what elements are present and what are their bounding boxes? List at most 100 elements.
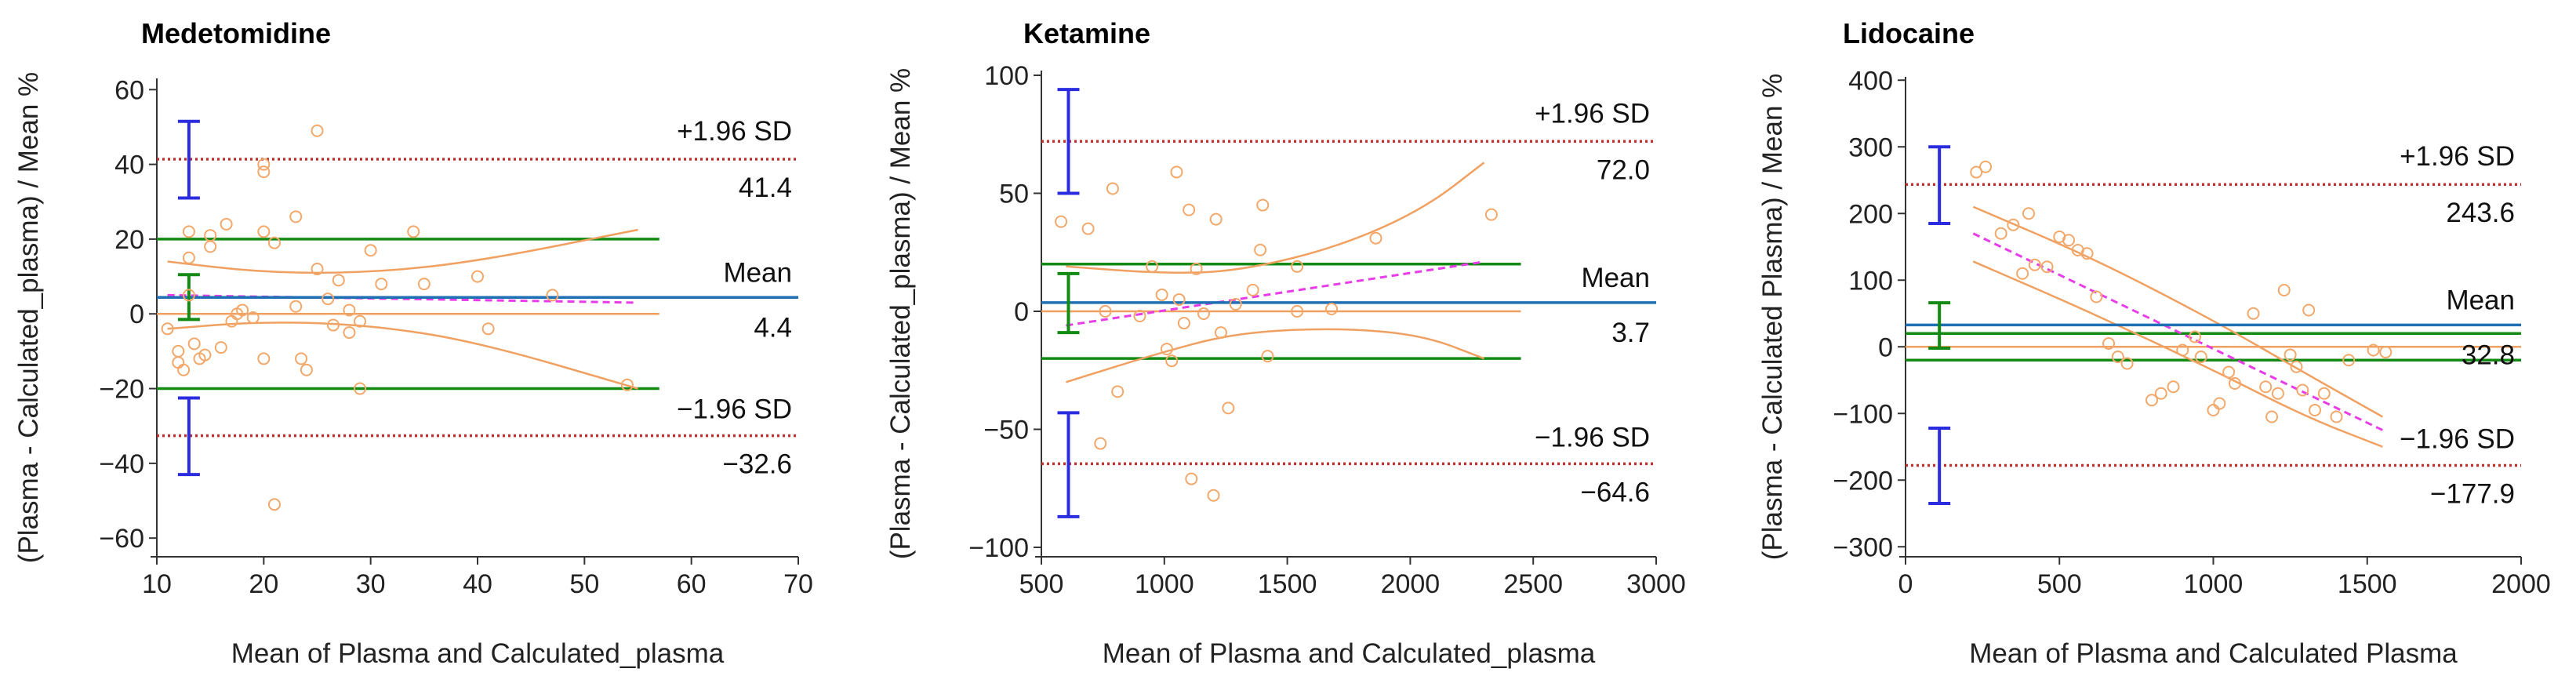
chart-0-data-point bbox=[295, 352, 308, 365]
chart-0-ci-band-lower bbox=[167, 322, 638, 390]
chart-1-ci-band-lower bbox=[1065, 328, 1484, 383]
chart-0-x-tick-label: 30 bbox=[356, 569, 386, 599]
chart-0-x-tick-label: 70 bbox=[783, 569, 813, 599]
chart-1-x-tick-label: 3000 bbox=[1626, 569, 1686, 599]
chart-0-data-point bbox=[354, 314, 367, 328]
chart-0-y-tick-label: 60 bbox=[114, 75, 144, 105]
chart-2-data-point bbox=[2145, 394, 2158, 407]
chart-0-data-point bbox=[289, 300, 303, 313]
chart-1-x-tick-label: 2000 bbox=[1381, 569, 1441, 599]
chart-1-data-point bbox=[1291, 260, 1304, 273]
chart-2-data-point bbox=[2154, 387, 2167, 400]
chart-1-data-point bbox=[1484, 208, 1498, 221]
chart-2-lower-label: −1.96 SD bbox=[2400, 423, 2515, 454]
chart-2-data-point bbox=[2194, 351, 2207, 363]
chart-1-data-point bbox=[1172, 292, 1186, 306]
chart-0-regression-line bbox=[167, 293, 638, 304]
chart-0-data-point bbox=[204, 229, 217, 242]
chart-2-x-tick-label: 1500 bbox=[2338, 569, 2397, 599]
chart-2-data-point bbox=[2317, 387, 2331, 400]
chart-1-data-point bbox=[1185, 472, 1198, 485]
chart-1-data-point bbox=[1170, 165, 1183, 179]
chart-0-lower-value-text: −32.6 bbox=[722, 449, 792, 480]
chart-2-data-point bbox=[2222, 365, 2236, 379]
chart-0-y-tick-label: 40 bbox=[114, 151, 144, 180]
chart-2-x-tick-label: 1000 bbox=[2184, 569, 2244, 599]
chart-0-data-point bbox=[322, 292, 335, 306]
chart-1-data-point bbox=[1261, 350, 1274, 363]
chart-2-mean-label: Mean bbox=[2446, 285, 2515, 315]
chart-0-data-point bbox=[204, 240, 217, 253]
chart-2-y-tick-label: −200 bbox=[1833, 466, 1893, 496]
chart-2-data-point bbox=[2080, 247, 2094, 260]
chart-0-y-tick-label: 20 bbox=[114, 225, 144, 255]
chart-0-data-point bbox=[257, 225, 271, 238]
chart-1-lower-label: −1.96 SD bbox=[1535, 422, 1650, 452]
chart-0-data-point bbox=[246, 311, 260, 324]
chart-0-data-point bbox=[417, 278, 431, 291]
chart-1-y-tick-label: −100 bbox=[968, 533, 1029, 563]
chart-2-regression-line bbox=[1972, 232, 2384, 431]
chart-2-lower-value-text: −177.9 bbox=[2430, 478, 2515, 509]
chart-2-data-point bbox=[2028, 258, 2041, 271]
chart-0-data-point bbox=[289, 210, 303, 223]
chart-2-data-point bbox=[2007, 218, 2020, 231]
chart-2-data-point bbox=[2176, 343, 2189, 357]
chart-0-data-point bbox=[375, 278, 388, 291]
chart-2-data-point bbox=[2022, 207, 2035, 220]
chart-2-data-point bbox=[2296, 383, 2309, 397]
chart-1-data-point bbox=[1111, 385, 1125, 398]
chart-2-data-point bbox=[2271, 387, 2284, 400]
chart-2-title: Lidocaine bbox=[1843, 17, 1975, 49]
chart-2-data-point bbox=[2302, 303, 2316, 317]
chart-1-data-point bbox=[1133, 310, 1146, 323]
chart-0-data-point bbox=[187, 337, 201, 351]
chart-0-data-point bbox=[172, 344, 185, 358]
chart-2-data-point bbox=[1970, 165, 1983, 179]
chart-1-title: Ketamine bbox=[1023, 17, 1150, 49]
chart-2-data-point bbox=[2188, 330, 2201, 343]
chart-1-data-point bbox=[1325, 302, 1339, 315]
chart-0-data-point bbox=[257, 158, 271, 171]
chart-2-mean-value-text: 32.8 bbox=[2462, 340, 2515, 370]
chart-0-data-point bbox=[267, 236, 281, 249]
chart-1-data-point bbox=[1106, 182, 1119, 195]
chart-1-data-point bbox=[1256, 198, 1270, 212]
chart-0-data-point bbox=[177, 363, 191, 376]
chart-1-data-point bbox=[1291, 304, 1304, 318]
chart-0-title: Medetomidine bbox=[141, 17, 331, 49]
chart-2-data-point bbox=[2016, 267, 2029, 280]
chart-0-data-point bbox=[620, 378, 634, 391]
chart-2-upper-label: +1.96 SD bbox=[2400, 141, 2515, 172]
chart-0-data-point bbox=[343, 326, 356, 340]
chart-2-data-point bbox=[2290, 360, 2303, 373]
chart-1-data-point bbox=[1246, 283, 1259, 296]
chart-2-data-point bbox=[2090, 290, 2103, 303]
chart-medetomidine: Medetomidine −60 −40 −20 0 20 40 60 10 20 30 40 50 60… bbox=[13, 17, 813, 669]
chart-0-x-tick-label: 50 bbox=[569, 569, 599, 599]
chart-1-upper-value-text: 72.0 bbox=[1597, 154, 1650, 185]
chart-2-data-point bbox=[2277, 284, 2291, 296]
chart-0-data-point bbox=[354, 382, 367, 395]
chart-1-data-point bbox=[1369, 231, 1382, 245]
chart-1-data-point bbox=[1165, 354, 1179, 368]
chart-2-data-point bbox=[2111, 351, 2124, 363]
chart-2-data-point bbox=[2259, 380, 2273, 394]
chart-2-data-point bbox=[1994, 227, 2007, 240]
chart-1-y-tick-label: −50 bbox=[983, 415, 1029, 445]
chart-1-data-point bbox=[1146, 260, 1159, 273]
chart-1-x-tick-label: 500 bbox=[1019, 569, 1064, 599]
chart-1-data-point bbox=[1155, 288, 1168, 301]
chart-0-data-point bbox=[300, 363, 313, 376]
chart-0-x-tick-label: 20 bbox=[249, 569, 278, 599]
chart-2-data-point bbox=[2228, 377, 2241, 390]
chart-2-ci-band-lower bbox=[1972, 260, 2383, 448]
chart-2-data-point bbox=[1979, 160, 1993, 173]
chart-2-data-point bbox=[2367, 343, 2380, 357]
chart-1-mean-label: Mean bbox=[1581, 263, 1650, 293]
chart-0-data-point bbox=[364, 244, 377, 257]
chart-0-x-tick-label: 60 bbox=[677, 569, 707, 599]
chart-0-data-point bbox=[172, 356, 185, 369]
chart-1-y-tick-label: 100 bbox=[984, 61, 1029, 91]
chart-0-data-point bbox=[225, 314, 238, 328]
